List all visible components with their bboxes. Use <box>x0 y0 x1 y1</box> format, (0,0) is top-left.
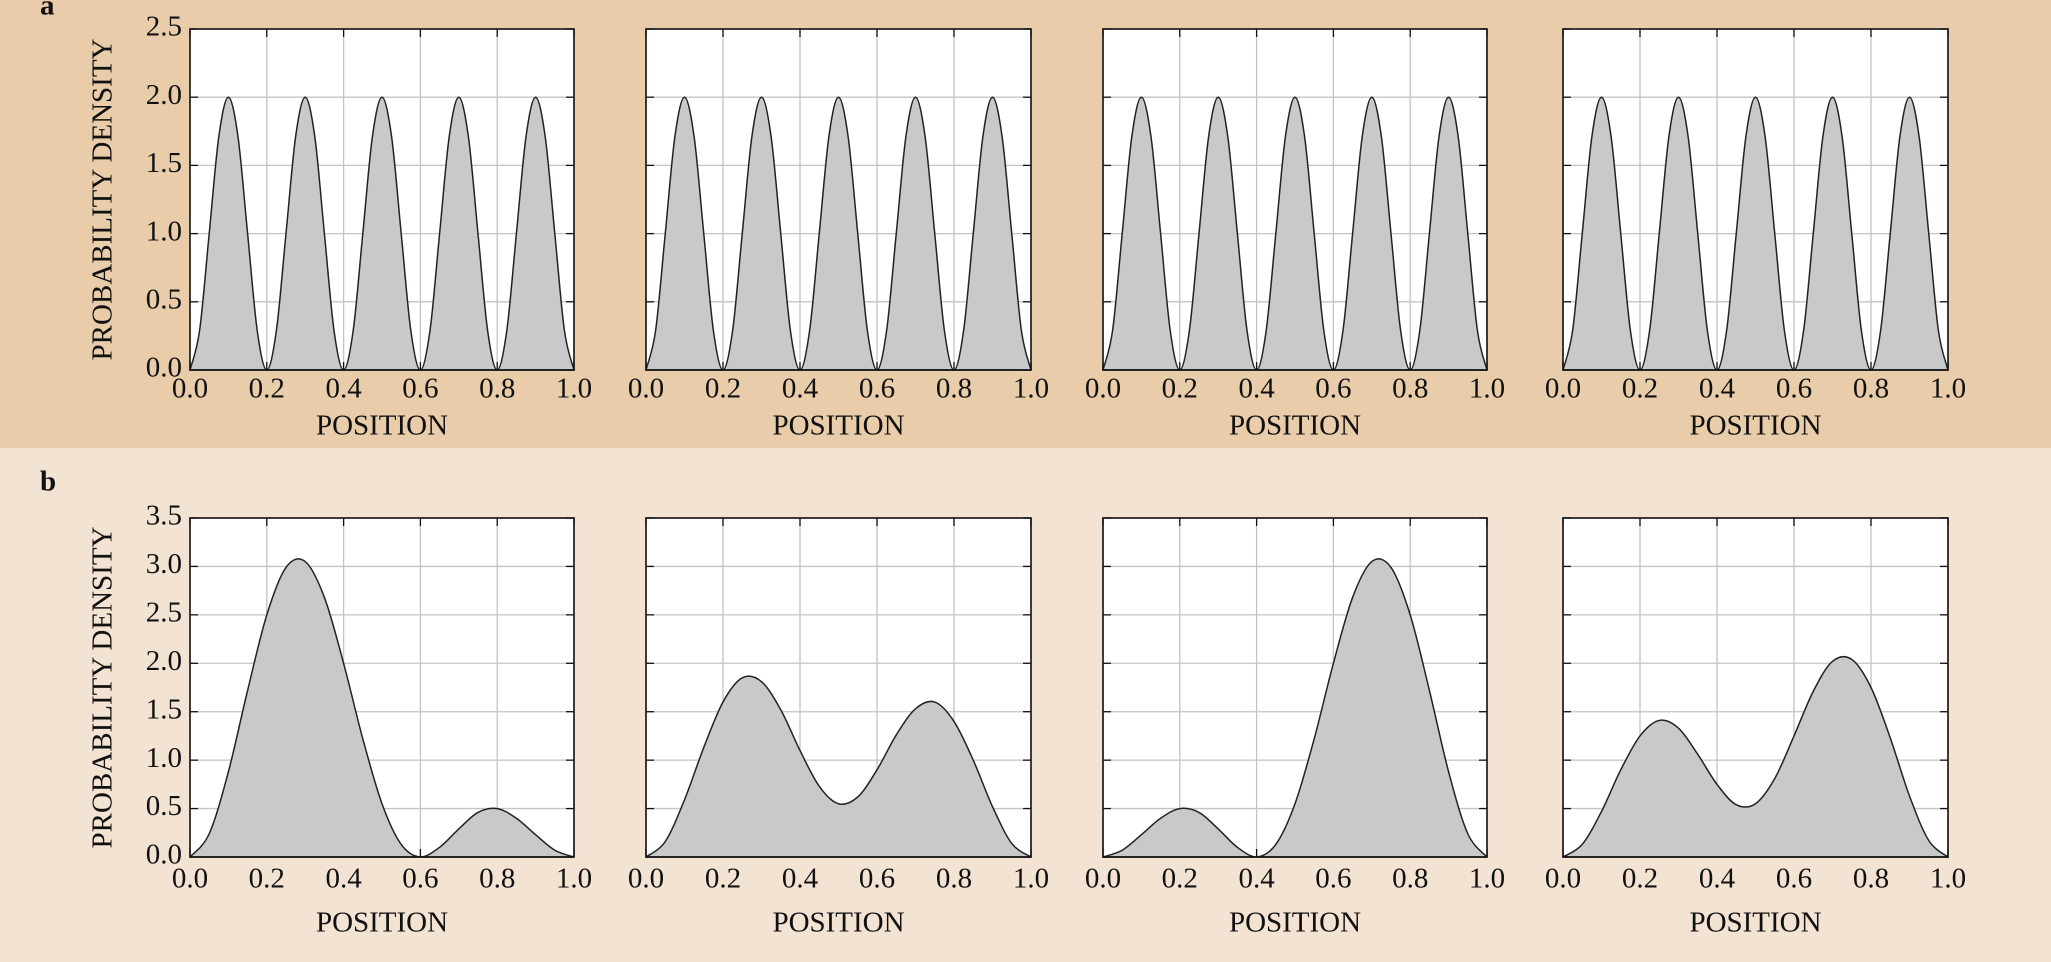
plot-frame <box>1562 28 1949 371</box>
x-tick-label: 1.0 <box>1469 373 1505 405</box>
x-axis-label: POSITION <box>772 907 904 939</box>
x-axis-label: POSITION <box>1689 410 1821 442</box>
density-area <box>189 96 575 371</box>
y-tick-label: 0.5 <box>146 790 182 822</box>
x-tick-label: 0.8 <box>936 863 972 895</box>
density-area <box>645 675 1032 858</box>
x-tick-label: 0.0 <box>1085 863 1121 895</box>
x-tick-label: 0.2 <box>249 373 285 405</box>
x-tick-label: 0.8 <box>1853 373 1889 405</box>
x-tick-label: 0.8 <box>1392 373 1428 405</box>
x-tick-label: 0.6 <box>1315 863 1351 895</box>
y-tick-label: 0.0 <box>146 352 182 384</box>
density-area <box>189 558 575 858</box>
x-tick-label: 0.6 <box>402 863 438 895</box>
y-axis-label: PROBABILITY DENSITY <box>87 38 119 360</box>
x-tick-label: 0.6 <box>1776 863 1812 895</box>
x-tick-label: 0.2 <box>705 863 741 895</box>
x-tick-label: 0.0 <box>172 863 208 895</box>
x-axis-label: POSITION <box>316 410 448 442</box>
y-tick-label: 3.0 <box>146 548 182 580</box>
density-area <box>1102 558 1488 858</box>
x-tick-label: 1.0 <box>556 863 592 895</box>
x-tick-label: 1.0 <box>1930 863 1966 895</box>
x-tick-label: 0.8 <box>479 373 515 405</box>
x-tick-label: 1.0 <box>556 373 592 405</box>
panel-label: b <box>40 466 56 498</box>
x-tick-label: 0.0 <box>1545 373 1581 405</box>
x-tick-label: 0.2 <box>1162 373 1198 405</box>
x-tick-label: 0.0 <box>1085 373 1121 405</box>
x-tick-label: 0.2 <box>1622 373 1658 405</box>
y-tick-label: 3.5 <box>146 500 182 532</box>
x-tick-label: 0.6 <box>1776 373 1812 405</box>
panel-label: a <box>40 0 55 22</box>
density-area <box>1102 96 1488 371</box>
x-tick-label: 0.6 <box>859 863 895 895</box>
y-axis-label: PROBABILITY DENSITY <box>87 526 119 848</box>
y-tick-label: 0.5 <box>146 283 182 315</box>
x-tick-label: 0.8 <box>479 863 515 895</box>
x-axis-label: POSITION <box>316 907 448 939</box>
x-tick-label: 0.8 <box>1392 863 1428 895</box>
x-tick-label: 0.4 <box>1238 863 1275 895</box>
x-tick-label: 0.4 <box>782 373 819 405</box>
x-tick-label: 0.0 <box>628 373 664 405</box>
x-tick-label: 0.6 <box>1315 373 1351 405</box>
x-tick-label: 0.4 <box>782 863 819 895</box>
plot-frame <box>1102 28 1488 371</box>
y-tick-label: 2.5 <box>146 597 182 629</box>
x-tick-label: 0.2 <box>705 373 741 405</box>
x-axis-label: POSITION <box>1229 410 1361 442</box>
x-tick-label: 0.4 <box>1699 863 1736 895</box>
y-tick-label: 2.5 <box>146 11 182 43</box>
x-tick-label: 0.8 <box>1853 863 1889 895</box>
y-tick-label: 2.0 <box>146 79 182 111</box>
plot-frame <box>189 28 575 371</box>
x-tick-label: 0.0 <box>628 863 664 895</box>
y-tick-label: 2.0 <box>146 645 182 677</box>
x-tick-label: 0.2 <box>1622 863 1658 895</box>
x-tick-label: 1.0 <box>1013 373 1049 405</box>
y-tick-label: 0.0 <box>146 839 182 871</box>
x-tick-label: 0.2 <box>1162 863 1198 895</box>
plot-frame <box>645 517 1032 858</box>
x-tick-label: 0.0 <box>172 373 208 405</box>
x-tick-label: 0.6 <box>859 373 895 405</box>
x-tick-label: 0.4 <box>1699 373 1736 405</box>
y-tick-label: 1.0 <box>146 215 182 247</box>
x-tick-label: 0.2 <box>249 863 285 895</box>
x-axis-label: POSITION <box>772 410 904 442</box>
density-area <box>1562 655 1949 858</box>
y-tick-label: 1.5 <box>146 147 182 179</box>
x-axis-label: POSITION <box>1689 907 1821 939</box>
x-tick-label: 1.0 <box>1013 863 1049 895</box>
plot-frame <box>645 28 1032 371</box>
plot-frame <box>1562 517 1949 858</box>
density-area <box>645 96 1032 371</box>
x-axis-label: POSITION <box>1229 907 1361 939</box>
x-tick-label: 0.0 <box>1545 863 1581 895</box>
plot-frame <box>189 517 575 858</box>
x-tick-label: 0.6 <box>402 373 438 405</box>
density-area <box>1562 96 1949 371</box>
y-tick-label: 1.0 <box>146 742 182 774</box>
plot-frame <box>1102 517 1488 858</box>
x-tick-label: 1.0 <box>1469 863 1505 895</box>
x-tick-label: 1.0 <box>1930 373 1966 405</box>
x-tick-label: 0.8 <box>936 373 972 405</box>
x-tick-label: 0.4 <box>1238 373 1275 405</box>
x-tick-label: 0.4 <box>325 373 362 405</box>
y-tick-label: 1.5 <box>146 693 182 725</box>
x-tick-label: 0.4 <box>325 863 362 895</box>
